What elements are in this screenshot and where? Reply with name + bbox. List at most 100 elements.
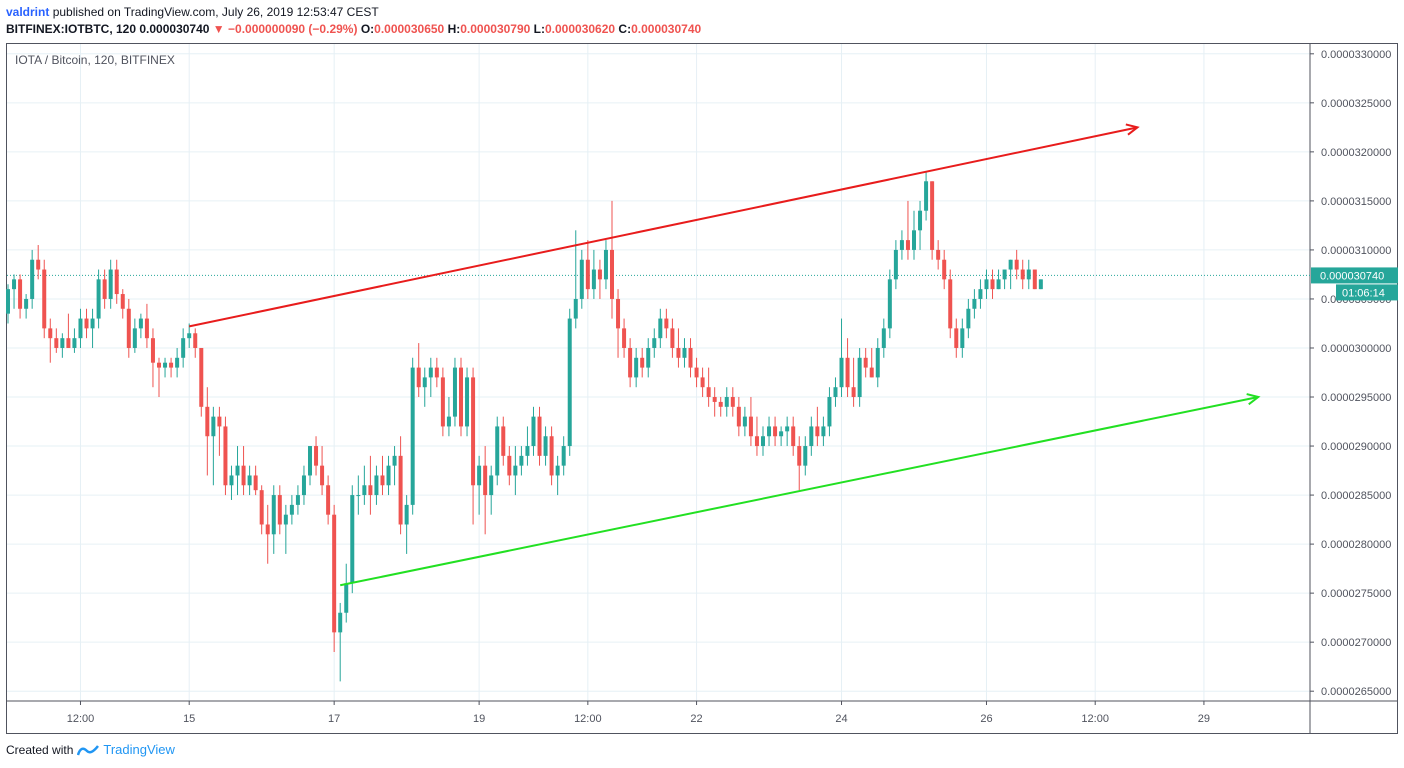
y-tick-label: 0.0000330000 xyxy=(1321,49,1391,61)
candle-body xyxy=(1002,269,1007,280)
candle-body xyxy=(899,240,904,250)
candle-body xyxy=(446,416,451,427)
candle-body xyxy=(434,367,439,378)
candle-body xyxy=(869,367,874,378)
candle-body xyxy=(398,455,403,525)
x-tick-label: 29 xyxy=(1198,713,1210,725)
last-price: 0.000030740 xyxy=(139,22,210,36)
candle-body xyxy=(96,279,101,319)
candle-body xyxy=(211,416,216,437)
candle-body xyxy=(821,426,826,437)
candle-body xyxy=(591,269,596,290)
candle-body xyxy=(996,279,1001,290)
candle-body xyxy=(525,446,530,456)
candle-body xyxy=(452,367,457,417)
candle-body xyxy=(1008,259,1013,270)
candle-body xyxy=(326,485,331,515)
candle-body xyxy=(422,377,427,388)
candle-body xyxy=(410,367,415,505)
candle-body xyxy=(18,279,23,309)
candle-body xyxy=(579,259,584,299)
low-label: L: xyxy=(533,22,545,36)
candle-body xyxy=(616,298,621,329)
candle-body xyxy=(386,465,391,486)
candle-body xyxy=(126,308,131,348)
countdown-tag xyxy=(1336,284,1398,301)
candle-body xyxy=(277,495,282,525)
chart-frame[interactable] xyxy=(6,43,1398,734)
x-tick-label: 12:00 xyxy=(574,713,602,725)
candle-body xyxy=(72,338,77,348)
candle-body xyxy=(374,475,379,496)
change-value: −0.000000090 (−0.29%) xyxy=(228,22,358,36)
candle-body xyxy=(66,338,71,348)
countdown-label: 01:06:14 xyxy=(1342,287,1385,299)
footer: Created with TradingView xyxy=(6,742,175,757)
x-tick-label: 15 xyxy=(183,713,195,725)
published-text: published on TradingView.com, July 26, 2… xyxy=(52,5,379,19)
down-arrow-icon: ▼ xyxy=(212,22,225,36)
candle-body xyxy=(761,436,765,447)
support-line-arrowhead xyxy=(1246,393,1261,406)
x-tick-label: 17 xyxy=(328,713,340,725)
candle-body xyxy=(585,259,590,290)
candle-body xyxy=(875,347,880,378)
candle-body xyxy=(984,279,989,290)
candle-body xyxy=(54,338,59,348)
candle-body xyxy=(767,426,772,437)
candle-body xyxy=(646,347,651,368)
candle-body xyxy=(350,495,355,584)
candle-body xyxy=(187,333,192,339)
candle-body xyxy=(905,240,910,250)
candle-body xyxy=(845,357,850,388)
candle-body xyxy=(229,475,234,486)
candle-body xyxy=(1026,269,1031,280)
candle-body xyxy=(157,362,161,368)
symbol-text: BITFINEX:IOTBTC, 120 xyxy=(6,22,137,36)
candle-body xyxy=(954,328,959,348)
candle-body xyxy=(175,357,180,368)
candle-body xyxy=(259,490,264,525)
x-tick-label: 22 xyxy=(690,713,702,725)
candle-body xyxy=(839,357,844,388)
candle-body xyxy=(6,289,10,314)
author-name[interactable]: valdrint xyxy=(6,5,50,19)
candle-body xyxy=(223,426,228,486)
candle-body xyxy=(676,347,681,358)
candle-body xyxy=(863,357,868,368)
candle-body xyxy=(851,387,856,398)
resistance-line-arrowhead xyxy=(1125,123,1140,136)
candle-body xyxy=(597,269,602,280)
candle-body xyxy=(942,259,947,280)
candle-body xyxy=(930,181,935,250)
candle-body xyxy=(881,328,886,348)
tradingview-brand[interactable]: TradingView xyxy=(103,742,175,757)
candle-body xyxy=(543,436,548,456)
y-tick-label: 0.0000280000 xyxy=(1321,539,1391,551)
candle-body xyxy=(144,318,149,339)
candle-body xyxy=(531,416,536,447)
y-tick-label: 0.0000290000 xyxy=(1321,441,1391,453)
y-tick-label: 0.0000325000 xyxy=(1321,98,1391,110)
candle-body xyxy=(640,357,645,368)
high-label: H: xyxy=(447,22,461,36)
x-tick-label: 12:00 xyxy=(1081,713,1109,725)
candle-body xyxy=(561,446,566,466)
candle-body xyxy=(912,230,916,250)
candle-body xyxy=(332,514,337,633)
candle-body xyxy=(712,397,717,402)
candle-body xyxy=(114,269,119,295)
close-value: 0.000030740 xyxy=(631,22,702,36)
candle-body xyxy=(682,347,687,358)
candle-body xyxy=(507,455,512,476)
last-price-tag xyxy=(1311,267,1398,284)
candle-body xyxy=(380,475,385,486)
tradingview-logo-icon[interactable] xyxy=(77,743,100,757)
candle-body xyxy=(833,387,838,398)
candle-body xyxy=(36,259,41,270)
candle-body xyxy=(495,426,500,476)
candle-body xyxy=(489,475,494,496)
candle-body xyxy=(736,406,741,427)
candle-body xyxy=(634,357,639,378)
